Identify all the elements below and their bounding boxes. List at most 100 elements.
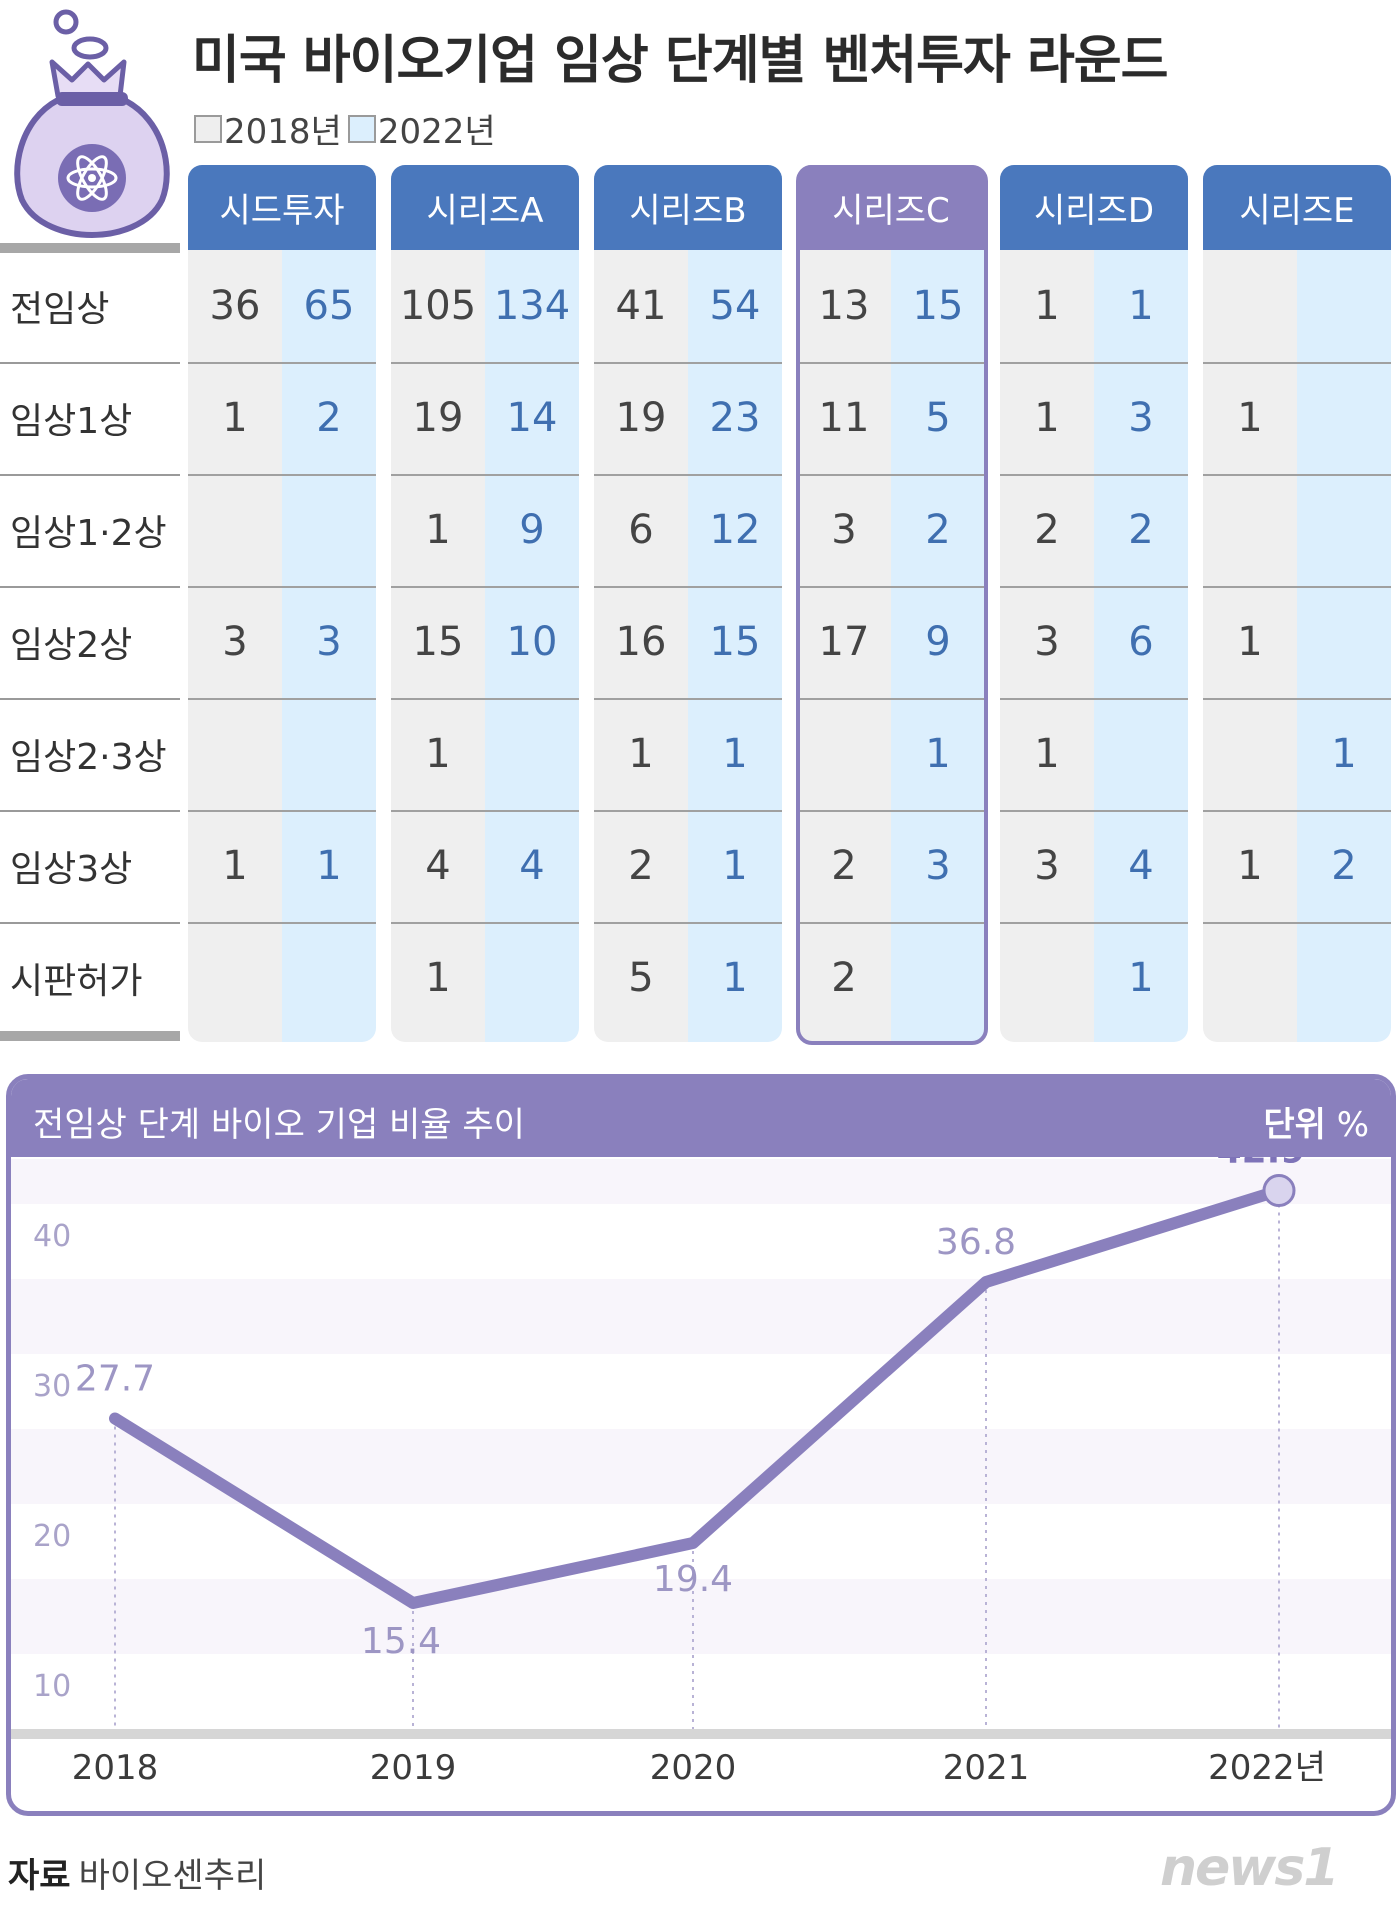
cell-2022: 1 [925,731,951,777]
cell-2018: 1 [222,843,248,889]
x-axis-bar [11,1729,1391,1739]
cell-divider [797,698,985,700]
column-header: 시리즈E [1203,165,1391,250]
cell-2018 [1203,922,1297,1034]
cell-2022: 9 [519,507,545,553]
cell-2018: 1 [1237,395,1263,441]
cell-divider [797,922,985,924]
column-background [1000,165,1188,1042]
cell-divider [188,362,376,364]
cell-2018: 2 [1034,507,1060,553]
cell-divider [1000,474,1188,476]
cell-2018 [1203,698,1297,810]
cell-2018 [1203,250,1297,362]
cell-divider [391,810,579,812]
cell-2022: 2 [925,507,951,553]
cell-2018: 11 [818,395,870,441]
cell-2018 [1000,922,1094,1034]
row-label: 임상2상 [10,625,133,666]
row-label: 임상3상 [10,849,133,890]
chart-unit: 단위 % [1263,1097,1369,1146]
source-credit: 자료 바이오센추리 [8,1848,266,1897]
news1-logo: news1 [1160,1838,1339,1898]
table-column: 시리즈B 41 54 19 23 6 12 16 15 1 1 2 1 5 1 [594,165,782,1042]
cell-2018: 1 [1034,395,1060,441]
cell-divider [1203,586,1391,588]
column-2022-band [688,165,782,1042]
cell-divider [594,698,782,700]
cell-divider [594,474,782,476]
cell-divider [391,362,579,364]
column-header: 시리즈A [391,165,579,250]
column-2022-band [1094,165,1188,1042]
cell-2022: 2 [316,395,342,441]
investment-table: 전임상 임상1상 임상1·2상 임상2상 임상2·3상 임상3상 시판허가 시드투자 36 65… [0,165,1400,1045]
cell-2022: 23 [709,395,761,441]
cell-divider [1203,810,1391,812]
column-2018-band [391,165,485,1042]
data-point-marker [1262,1174,1296,1207]
cell-2018: 3 [222,619,248,665]
cell-2018 [797,698,891,810]
column-2022-band [282,165,376,1042]
cell-2018: 1 [1034,731,1060,777]
y-tick-label: 10 [33,1669,71,1704]
cell-2018: 19 [412,395,464,441]
cell-divider [797,810,985,812]
y-tick-label: 30 [33,1369,71,1404]
cell-divider [391,474,579,476]
cell-2022: 6 [1128,619,1154,665]
cell-2022 [282,698,376,810]
row-label: 전임상 [10,289,110,330]
cell-divider [797,474,985,476]
cell-2018: 1 [425,507,451,553]
cell-2022: 4 [519,843,545,889]
cell-divider [594,586,782,588]
column-2022-band [485,165,579,1042]
series-line [109,1184,1285,1609]
cell-2018: 1 [628,731,654,777]
cell-2022: 1 [722,843,748,889]
cell-divider [594,810,782,812]
chart-unit-label: 단위 [1263,1105,1326,1145]
cell-2022 [1297,362,1391,474]
legend: 2018년 2022년 [194,104,496,153]
row-divider [0,586,180,588]
cell-divider [188,586,376,588]
row-label: 시판허가 [10,961,143,1002]
cell-2022 [1297,474,1391,586]
cell-2018 [188,474,282,586]
cell-divider [188,810,376,812]
line-chart: 1020304027.715.419.436.842.9201820192020… [11,1131,1391,1788]
cell-2022 [1297,922,1391,1034]
cell-divider [797,586,985,588]
cell-2018: 15 [412,619,464,665]
cell-2022: 3 [1128,395,1154,441]
cell-2022: 2 [1128,507,1154,553]
chart-header: 전임상 단계 바이오 기업 비율 추이 단위 % [11,1079,1391,1157]
column-header: 시리즈B [594,165,782,250]
legend-label-2022: 2022년 [377,112,496,152]
row-label: 임상2·3상 [10,737,167,778]
row-label: 임상1·2상 [10,513,167,554]
line-chart-panel: 1020304027.715.419.436.842.9201820192020… [6,1074,1396,1816]
row-divider [0,922,180,924]
grid-band [11,1159,1391,1204]
cell-2018 [1203,474,1297,586]
money-bag-icon [14,9,170,238]
cell-2022: 54 [709,283,761,329]
y-tick-label: 20 [33,1519,71,1554]
column-2018-band [594,165,688,1042]
y-tick-label: 40 [33,1219,71,1254]
cell-2018: 1 [222,395,248,441]
cell-2018: 41 [615,283,667,329]
legend-swatch-2018 [194,114,222,143]
cell-divider [1203,362,1391,364]
cell-2018: 1 [425,731,451,777]
cell-divider [1203,474,1391,476]
cell-2022: 65 [303,283,355,329]
column-2018-band [188,165,282,1042]
cell-2022: 1 [722,955,748,1001]
cell-2022: 134 [493,283,571,329]
cell-divider [188,698,376,700]
